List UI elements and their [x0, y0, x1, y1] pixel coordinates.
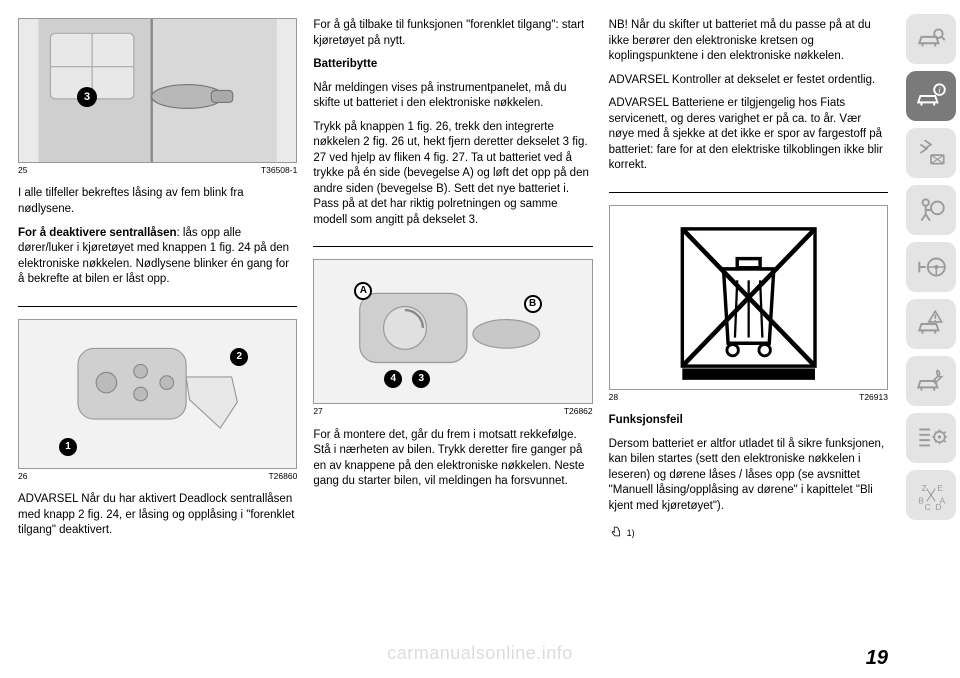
abc-index-icon: Z E B A C D	[914, 478, 948, 512]
car-wrench-icon	[914, 364, 948, 398]
figure-26-code: T26860	[268, 471, 297, 482]
content-area: 3 25 T36508-1 I alle tilfeller bekreftes…	[0, 0, 902, 678]
figure-25-svg	[19, 19, 296, 162]
hand-icon	[609, 526, 623, 540]
divider	[609, 192, 888, 193]
figure-27-caption: 27 T26862	[313, 406, 592, 417]
divider	[313, 246, 592, 247]
figure-27-badge-b: B	[524, 295, 542, 313]
col3-p4: Dersom batteriet er altfor utladet til å…	[609, 437, 888, 515]
figure-25-badge-3: 3	[77, 87, 97, 107]
figure-25: 3	[18, 18, 297, 163]
page-number: 19	[866, 647, 888, 670]
steering-icon	[914, 250, 948, 284]
col3-p1: NB! Når du skifter ut batteriet må du pa…	[609, 18, 888, 65]
lights-icon	[914, 136, 948, 170]
manual-page: 3 25 T36508-1 I alle tilfeller bekreftes…	[0, 0, 960, 678]
nav-tile-info[interactable]: i	[906, 71, 956, 121]
figure-26-caption: 26 T26860	[18, 471, 297, 482]
column-1: 3 25 T36508-1 I alle tilfeller bekreftes…	[18, 18, 297, 664]
col2-p2: Når meldingen vises på instrumentpanelet…	[313, 81, 592, 112]
figure-28-caption: 28 T26913	[609, 392, 888, 403]
nav-tile-warning[interactable]	[906, 299, 956, 349]
figure-27: A B 4 3	[313, 259, 592, 404]
col2-p4: For å montere det, går du frem i motsatt…	[313, 428, 592, 490]
svg-text:i: i	[939, 85, 942, 95]
col1-p1: I alle tilfeller bekreftes låsing av fem…	[18, 186, 297, 217]
column-3: NB! Når du skifter ut batteriet må du pa…	[609, 18, 888, 664]
nav-tile-lights[interactable]	[906, 128, 956, 178]
col3-p2: ADVARSEL Kontroller at dekselet er feste…	[609, 73, 888, 89]
figure-25-caption: 25 T36508-1	[18, 165, 297, 176]
svg-text:E: E	[937, 483, 943, 493]
nav-tile-search-car[interactable]	[906, 14, 956, 64]
col2-p1: For å gå tilbake til funksjonen "forenkl…	[313, 18, 592, 49]
figure-27-svg	[314, 260, 591, 403]
car-info-icon: i	[914, 79, 948, 113]
airbag-icon	[914, 193, 948, 227]
col2-h1: Batteribytte	[313, 57, 592, 73]
figure-25-code: T36508-1	[261, 165, 297, 176]
figure-25-number: 25	[18, 165, 27, 176]
list-gear-icon	[914, 421, 948, 455]
figure-26: 1 2	[18, 319, 297, 469]
car-search-icon	[914, 22, 948, 56]
col3-h1: Funksjonsfeil	[609, 413, 888, 429]
col2-p3: Trykk på knappen 1 fig. 26, trekk den in…	[313, 120, 592, 229]
col3-p3: ADVARSEL Batteriene er tilgjengelig hos …	[609, 96, 888, 174]
nav-tile-steering[interactable]	[906, 242, 956, 292]
nav-tile-settings[interactable]	[906, 413, 956, 463]
figure-27-number: 27	[313, 406, 322, 417]
figure-28-code: T26913	[859, 392, 888, 403]
figure-26-number: 26	[18, 471, 27, 482]
svg-text:C: C	[925, 502, 931, 512]
figure-28-svg	[610, 206, 887, 389]
svg-text:D: D	[935, 502, 941, 512]
column-2: For å gå tilbake til funksjonen "forenkl…	[313, 18, 592, 664]
note-text: 1)	[627, 527, 635, 539]
col1-p2: For å deaktivere sentrallåsen: lås opp a…	[18, 226, 297, 288]
divider	[18, 306, 297, 307]
col1-p3: ADVARSEL Når du har aktivert Deadlock se…	[18, 492, 297, 539]
col1-p2-bold: For å deaktivere sentrallåsen	[18, 227, 177, 239]
figure-26-badge-1: 1	[59, 438, 77, 456]
nav-tile-service[interactable]	[906, 356, 956, 406]
svg-text:B: B	[918, 496, 924, 506]
figure-27-code: T26862	[564, 406, 593, 417]
figure-28	[609, 205, 888, 390]
sidebar-nav: i Z E B A C D	[902, 0, 960, 678]
car-warning-icon	[914, 307, 948, 341]
nav-tile-index[interactable]: Z E B A C D	[906, 470, 956, 520]
figure-28-number: 28	[609, 392, 618, 403]
svg-text:Z: Z	[921, 483, 926, 493]
figure-26-badge-2: 2	[230, 348, 248, 366]
nav-tile-airbag[interactable]	[906, 185, 956, 235]
note-reference: 1)	[609, 526, 888, 540]
